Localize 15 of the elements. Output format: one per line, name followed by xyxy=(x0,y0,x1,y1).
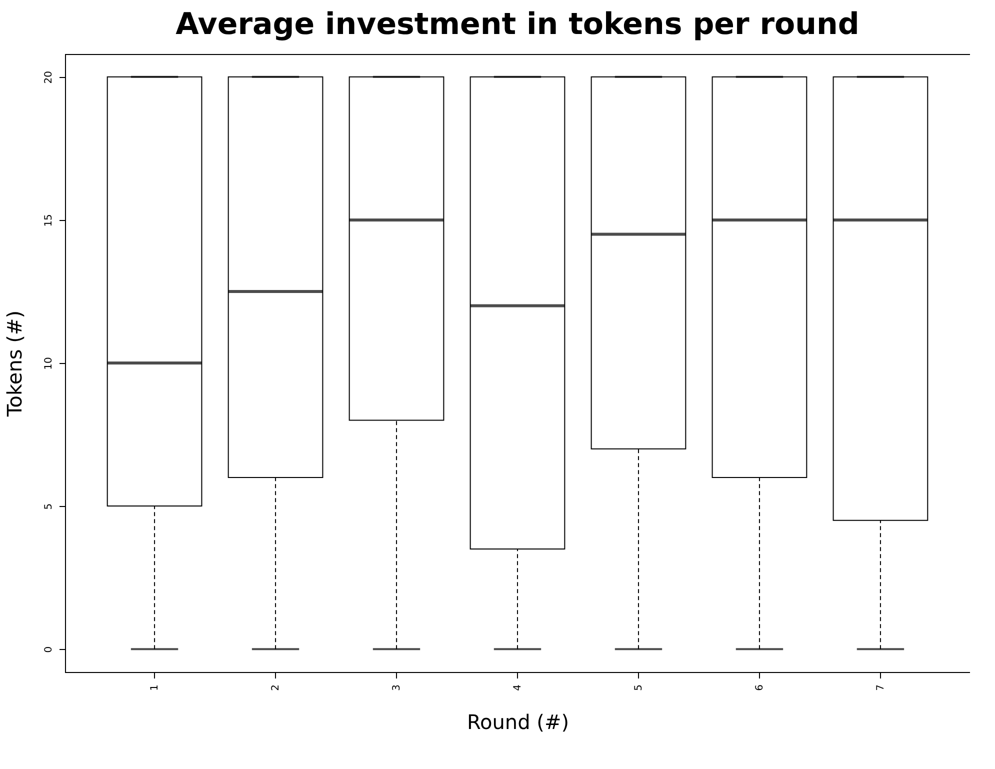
chart-title: Average investment in tokens per round xyxy=(176,7,860,42)
x-tick-label: 6 xyxy=(754,684,766,691)
x-tick-label: 3 xyxy=(392,684,403,691)
y-tick-label: 15 xyxy=(44,214,54,227)
x-tick-label: 5 xyxy=(633,684,644,691)
y-tick-label: 20 xyxy=(44,71,54,84)
x-tick-label: 1 xyxy=(150,684,161,691)
y-tick-label: 10 xyxy=(44,357,54,370)
y-tick-label: 0 xyxy=(44,646,54,653)
x-axis-title: Round (#) xyxy=(466,710,570,734)
y-tick-label: 5 xyxy=(44,503,54,510)
x-tick-label: 4 xyxy=(512,684,524,691)
y-axis-title: Tokens (#) xyxy=(2,310,26,418)
x-tick-label: 2 xyxy=(270,684,282,691)
x-tick-label: 7 xyxy=(875,684,886,691)
